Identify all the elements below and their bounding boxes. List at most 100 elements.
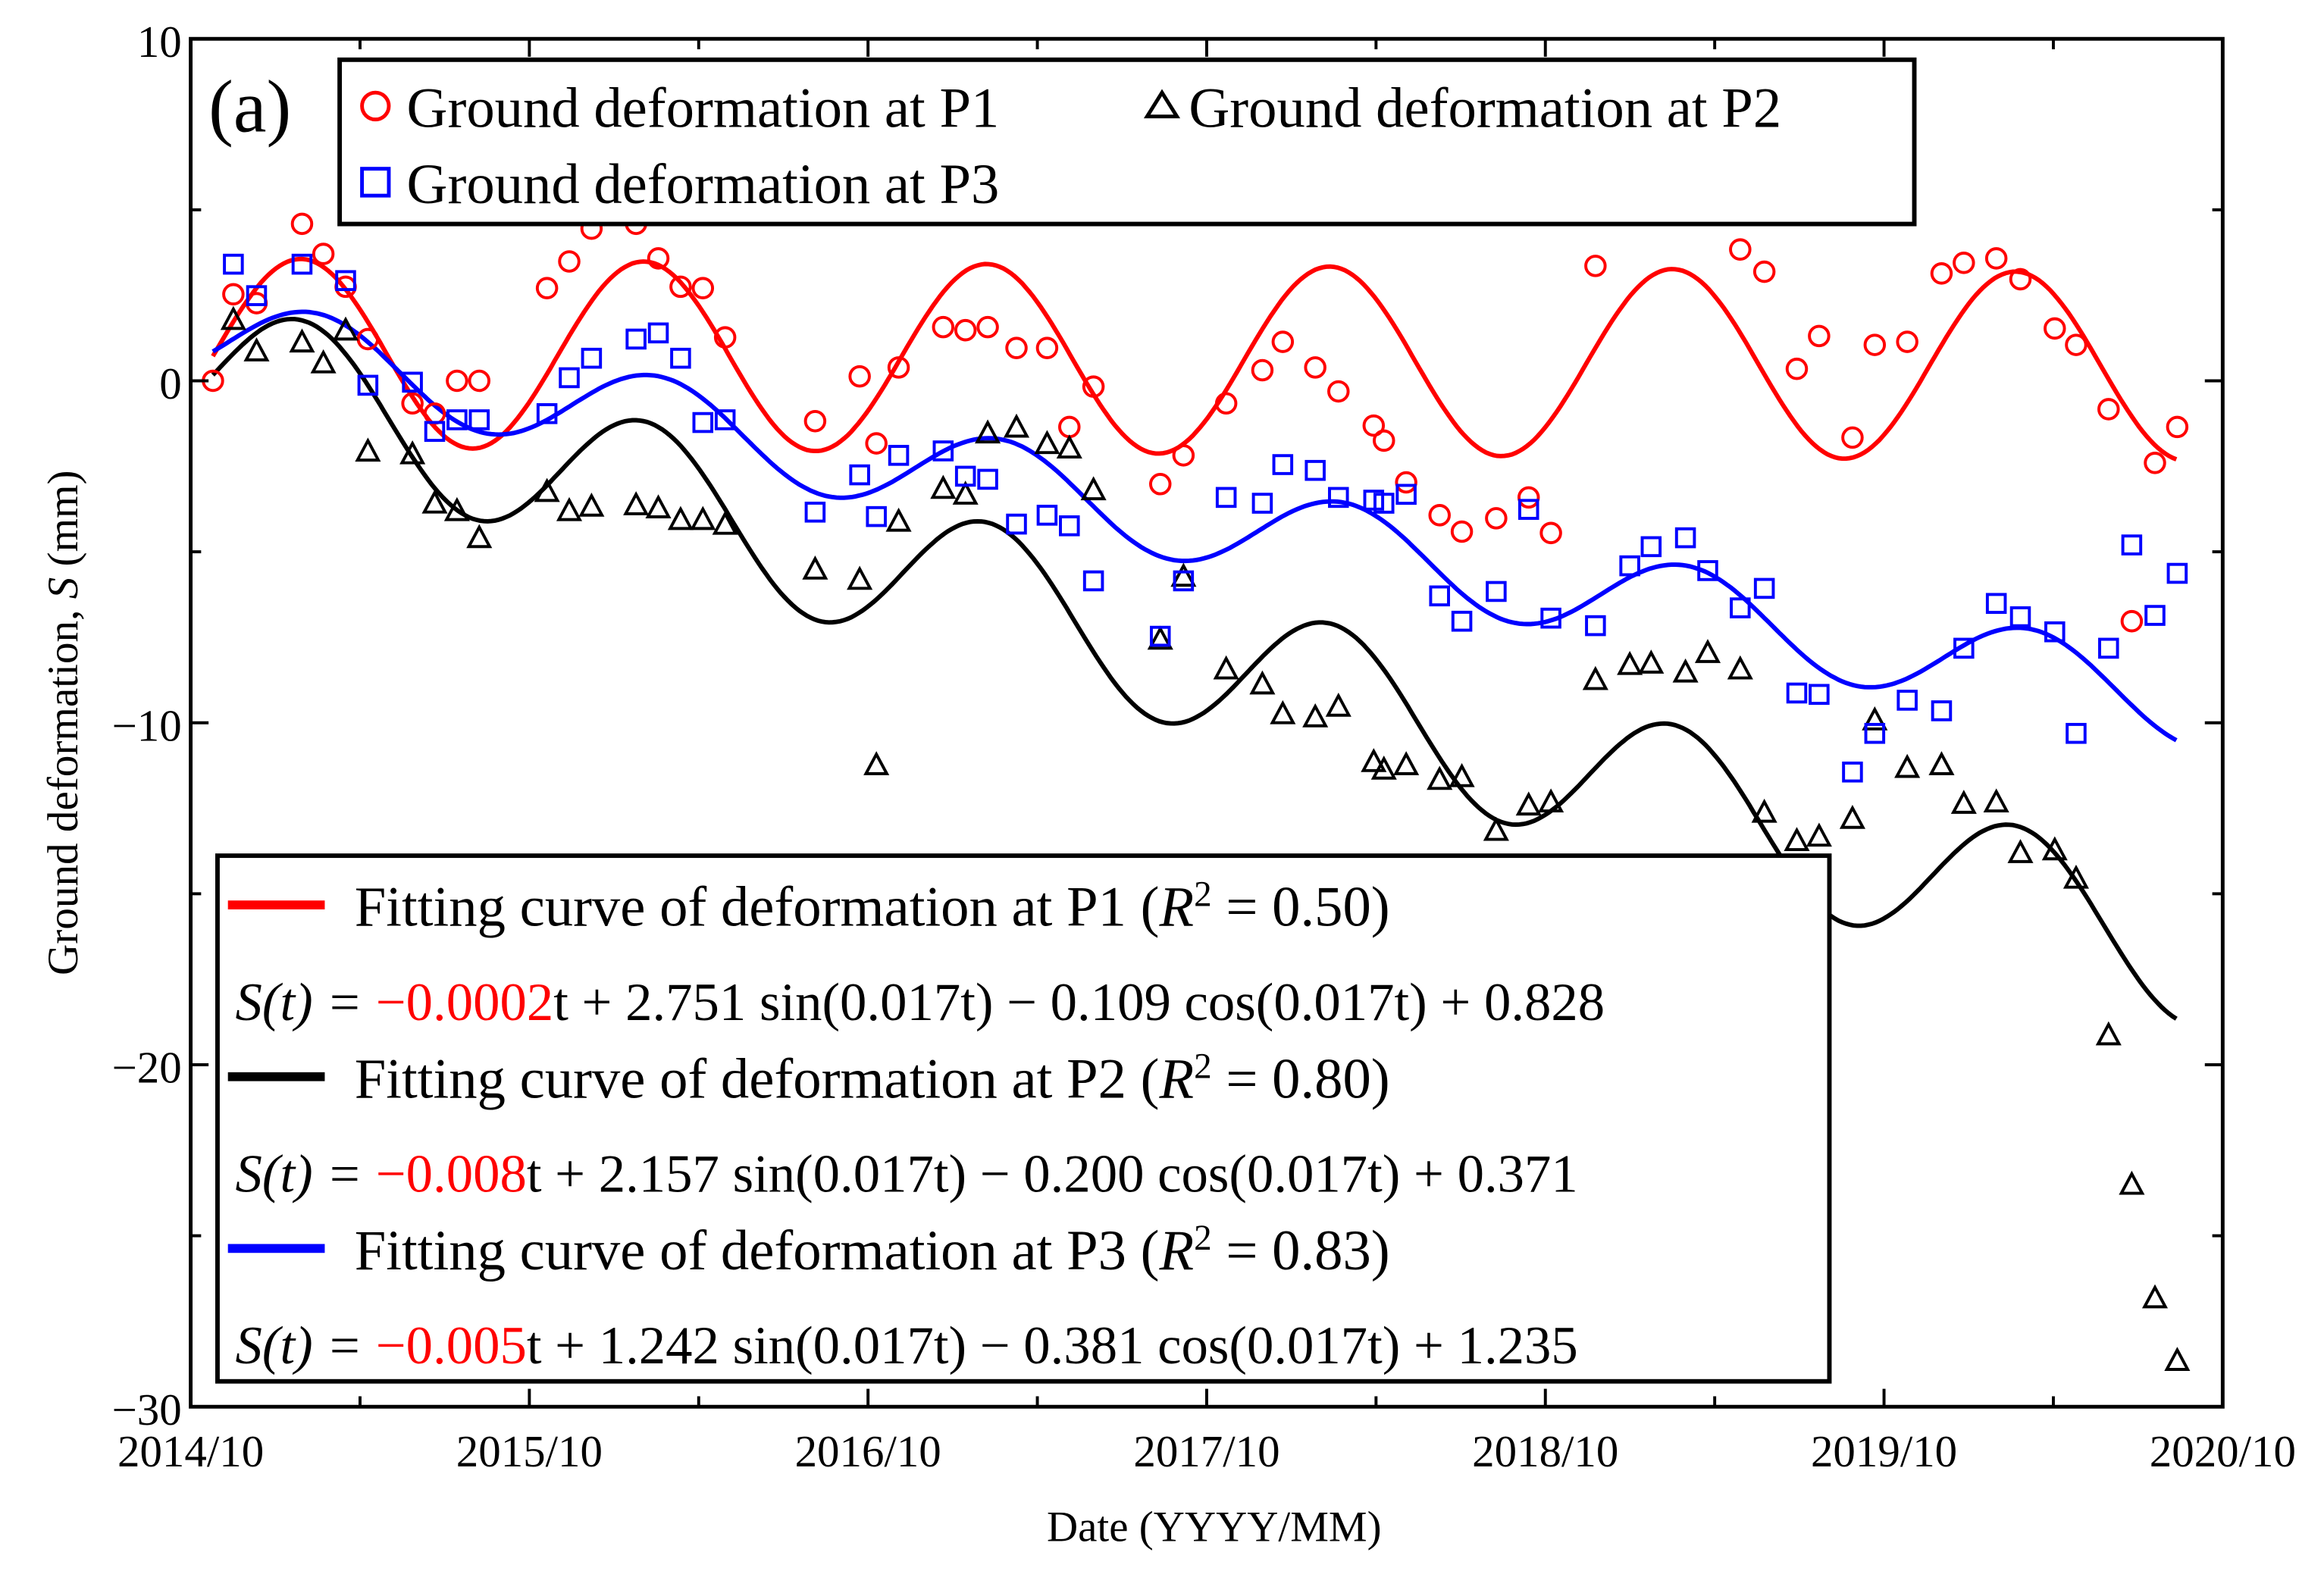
p1-circle-point bbox=[1953, 252, 1975, 274]
p2-triangle-point bbox=[645, 494, 672, 518]
p1-circle-point bbox=[222, 283, 245, 306]
p2-triangle-point bbox=[1393, 751, 1420, 775]
p1-circle-point bbox=[1428, 504, 1451, 527]
p1-circle-point bbox=[2144, 452, 2166, 474]
x-tick-label: 2017/10 bbox=[1133, 1426, 1279, 1476]
legend-circle-marker bbox=[360, 90, 391, 122]
p2-triangle-point bbox=[1370, 755, 1397, 780]
p2-triangle-point bbox=[1449, 762, 1475, 787]
p2-triangle-point bbox=[1538, 788, 1564, 813]
equation-lhs: S(t) = bbox=[236, 973, 376, 1032]
p2-triangle-point bbox=[2041, 836, 2068, 861]
p2-triangle-point bbox=[847, 565, 873, 590]
p2-triangle-point bbox=[1147, 625, 1173, 650]
p1-circle-point bbox=[1984, 247, 2008, 270]
p3-square-point bbox=[1786, 682, 1808, 704]
p2-triangle-point bbox=[975, 419, 1001, 444]
p3-square-point bbox=[446, 409, 468, 430]
p3-square-point bbox=[849, 464, 870, 486]
legend-p3: Ground deformation at P3 bbox=[407, 153, 1000, 216]
p3-square-point bbox=[1730, 597, 1751, 618]
p1-circle-point bbox=[2097, 398, 2120, 421]
fit-equation-p2: S(t) = −0.008t + 2.157 sin(0.017t) − 0.2… bbox=[236, 1144, 1578, 1203]
p3-square-point bbox=[2121, 534, 2143, 555]
p3-square-point bbox=[1272, 454, 1294, 475]
r-squared-exponent: 2 bbox=[1194, 1047, 1212, 1086]
p1-circle-point bbox=[1808, 324, 1831, 348]
p2-triangle-point bbox=[1751, 798, 1777, 823]
p1-circle-point bbox=[1729, 238, 1752, 261]
p2-triangle-point bbox=[690, 505, 716, 530]
p1-circle-point bbox=[848, 365, 871, 388]
p3-square-point bbox=[1640, 536, 1662, 558]
p3-square-point bbox=[954, 465, 976, 487]
fit-legend-label-p3: Fitting curve of deformation at P3 (R2 =… bbox=[355, 1219, 1390, 1282]
r-squared-value: = 0.80) bbox=[1212, 1047, 1390, 1110]
p3-square-point bbox=[559, 367, 580, 389]
p1-circle-point bbox=[887, 356, 910, 379]
p3-square-point bbox=[1896, 690, 1918, 711]
p2-triangle-point bbox=[1638, 649, 1665, 674]
x-tick-label: 2014/10 bbox=[117, 1426, 264, 1476]
fit-legend: Fitting curve of deformation at P1 (R2 =… bbox=[215, 853, 1832, 1384]
p1-circle-point bbox=[691, 277, 715, 299]
p2-triangle-point bbox=[310, 349, 337, 374]
p1-circle-point bbox=[468, 369, 491, 393]
fit-legend-box bbox=[215, 853, 1832, 1384]
p3-square-point bbox=[2144, 605, 2166, 626]
p3-square-point bbox=[536, 403, 558, 424]
p3-square-point bbox=[1953, 637, 1975, 659]
p2-triangle-point bbox=[1672, 658, 1699, 683]
p1-circle-point bbox=[1450, 520, 1474, 543]
p3-square-point bbox=[1585, 615, 1606, 637]
legend-p2: Ground deformation at P2 bbox=[1189, 77, 1781, 139]
p1-circle-point bbox=[2166, 415, 2189, 439]
fit-label-text: Fitting curve of deformation at P2 ( bbox=[355, 1047, 1160, 1110]
p3-square-point bbox=[1149, 625, 1171, 647]
p2-triangle-point bbox=[1950, 790, 1977, 814]
p1-circle-point bbox=[1395, 471, 1417, 494]
p2-triangle-point bbox=[355, 437, 381, 462]
p1-circle-point bbox=[1485, 507, 1508, 530]
p2-triangle-point bbox=[1056, 434, 1082, 459]
p2-triangle-point bbox=[1983, 788, 2009, 813]
p3-square-point bbox=[1809, 684, 1830, 706]
equation-slope: −0.005 bbox=[376, 1316, 527, 1375]
p2-triangle-point bbox=[332, 316, 359, 341]
p3-square-point bbox=[1451, 610, 1473, 632]
r-squared-symbol: R bbox=[1158, 1219, 1194, 1282]
p3-square-point bbox=[888, 445, 910, 466]
equation-lhs: S(t) = bbox=[236, 1316, 376, 1375]
p3-square-point bbox=[692, 412, 714, 433]
fit-label-text: Fitting curve of deformation at P3 ( bbox=[355, 1219, 1160, 1282]
p1-circle-point bbox=[1863, 333, 1887, 356]
legend-square-marker bbox=[360, 167, 391, 198]
p1-circle-point bbox=[2009, 268, 2032, 291]
p3-square-point bbox=[1517, 499, 1539, 520]
p1-circle-point bbox=[1035, 336, 1059, 359]
p3-square-point bbox=[1540, 607, 1561, 629]
x-tick-label: 2019/10 bbox=[1811, 1426, 1957, 1476]
p3-square-point bbox=[1395, 484, 1417, 505]
p1-circle-point bbox=[1517, 486, 1540, 509]
p1-circle-point bbox=[1752, 260, 1776, 283]
p3-square-point bbox=[1305, 459, 1326, 481]
p1-circle-point bbox=[2120, 609, 2144, 633]
p2-triangle-point bbox=[556, 496, 583, 521]
p3-square-point bbox=[1173, 570, 1195, 592]
r-squared-value: = 0.50) bbox=[1212, 876, 1390, 939]
p3-square-point bbox=[1697, 560, 1718, 581]
y-tick-label: −20 bbox=[112, 1043, 182, 1093]
r-squared-symbol: R bbox=[1158, 876, 1194, 939]
p1-circle-point bbox=[446, 369, 468, 393]
p3-square-point bbox=[1373, 493, 1395, 514]
p3-square-point bbox=[2044, 621, 2066, 643]
p1-circle-point bbox=[290, 212, 314, 236]
p1-circle-point bbox=[976, 315, 999, 339]
y-tick-label: 0 bbox=[159, 358, 181, 408]
p3-square-point bbox=[804, 501, 826, 523]
p3-square-point bbox=[335, 270, 356, 292]
p2-triangle-point bbox=[1617, 650, 1643, 675]
p3-square-point bbox=[2098, 637, 2119, 659]
